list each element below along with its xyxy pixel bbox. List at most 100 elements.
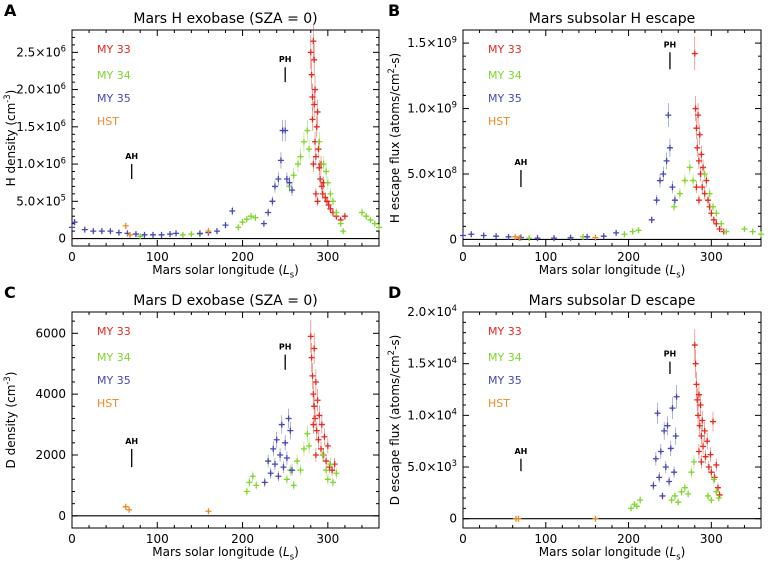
- data-point: [319, 451, 326, 458]
- data-point: [248, 213, 255, 220]
- data-point: [327, 190, 334, 197]
- series-hst: [122, 222, 212, 238]
- data-point: [312, 415, 319, 422]
- data-point: [122, 503, 129, 510]
- data-point: [319, 190, 326, 197]
- data-point: [715, 495, 722, 502]
- data-point: [661, 427, 668, 434]
- data-point: [363, 213, 370, 220]
- data-point: [671, 469, 678, 476]
- data-point: [213, 228, 220, 235]
- data-point: [696, 131, 703, 138]
- data-point: [698, 458, 705, 465]
- data-point: [333, 209, 340, 216]
- y-tick-label: 4000: [35, 387, 66, 401]
- data-point: [340, 228, 347, 235]
- annotation-label: AH: [125, 152, 138, 161]
- y-tick-label: 0: [58, 509, 66, 523]
- data-point: [260, 220, 267, 227]
- data-point: [693, 184, 700, 191]
- x-tick-label: 0: [459, 532, 467, 546]
- data-point: [567, 234, 574, 241]
- data-point: [673, 393, 680, 400]
- data-point: [253, 482, 260, 489]
- text-segment: 2000: [35, 448, 66, 462]
- data-point: [239, 219, 246, 226]
- data-point: [252, 214, 259, 221]
- data-point: [376, 224, 382, 231]
- legend-entry: MY 34: [488, 69, 522, 82]
- data-point: [308, 71, 315, 78]
- x-tick-label: 300: [316, 250, 339, 264]
- data-point: [126, 231, 133, 238]
- text-segment: 2.5×10: [16, 45, 60, 59]
- data-point: [613, 229, 620, 236]
- data-point: [749, 228, 756, 235]
- data-point: [318, 445, 325, 452]
- series-my-34: [243, 425, 340, 496]
- data-point: [708, 497, 715, 504]
- data-point: [702, 453, 709, 460]
- x-tick-label: 300: [316, 532, 339, 546]
- data-point: [648, 216, 655, 223]
- y-tick-label: 1.0×109​: [407, 100, 457, 116]
- data-point: [324, 179, 331, 186]
- panel-c: C Mars D exobase (SZA = 0) 0 100 200 300 0 2000…: [2, 283, 380, 562]
- superscript: 9: [452, 100, 457, 110]
- data-point: [512, 233, 519, 240]
- data-point: [275, 473, 282, 480]
- text-segment: H escape flux (atoms/cm: [388, 73, 402, 223]
- text-segment: 0: [58, 509, 66, 523]
- y-tick-label: 6000: [35, 326, 66, 340]
- data-point: [287, 427, 294, 434]
- x-axis-label: Mars solar longitude (Ls​): [539, 545, 686, 562]
- legend-entry: HST: [488, 115, 510, 128]
- text-segment: H density (cm: [4, 103, 18, 187]
- data-point: [695, 412, 702, 419]
- data-point: [323, 168, 330, 175]
- data-point: [311, 101, 318, 108]
- data-point: [235, 224, 242, 231]
- data-point: [341, 213, 348, 220]
- superscript: 3: [452, 458, 457, 468]
- data-point: [592, 234, 599, 241]
- data-point: [179, 231, 186, 238]
- y-tick-label: 5.0×105​: [16, 193, 66, 209]
- data-point: [297, 467, 304, 474]
- data-point: [294, 458, 301, 465]
- legend-entry: MY 33: [488, 43, 522, 56]
- data-point: [637, 497, 644, 504]
- data-point: [695, 112, 702, 119]
- text-segment: D density (cm: [4, 385, 18, 469]
- x-axis-label: Mars solar longitude (Ls​): [152, 263, 299, 280]
- data-point: [229, 207, 236, 214]
- data-point: [701, 171, 708, 177]
- data-point: [629, 228, 636, 235]
- data-point: [310, 161, 317, 168]
- data-point: [688, 469, 695, 476]
- data-point: [663, 157, 670, 164]
- superscript: 6: [61, 155, 66, 165]
- data-point: [277, 157, 284, 164]
- data-point: [329, 198, 336, 205]
- data-point: [311, 403, 318, 410]
- panel-letter: A: [4, 1, 17, 20]
- text-segment: 4000: [35, 387, 66, 401]
- data-point: [275, 175, 282, 182]
- y-axis-label: D escape flux (atoms/cm2​-s): [386, 335, 402, 506]
- superscript: 6: [61, 44, 66, 54]
- data-point: [267, 470, 274, 477]
- data-point: [321, 433, 328, 440]
- panel-b: B Mars subsolar H escape 0 100 200 300 0 5.0×10…: [386, 1, 764, 280]
- text-segment: Mars solar longitude (: [152, 263, 283, 277]
- text-segment: 1.5×10: [407, 357, 451, 371]
- x-tick-label: 300: [700, 532, 723, 546]
- y-axis-label: D density (cm-3​): [2, 372, 18, 469]
- data-point: [306, 146, 313, 153]
- data-point: [315, 146, 322, 153]
- data-point: [282, 127, 289, 134]
- data-point: [707, 451, 714, 458]
- data-point: [686, 164, 693, 171]
- data-point: [699, 417, 706, 424]
- x-tick-label: 300: [700, 250, 723, 264]
